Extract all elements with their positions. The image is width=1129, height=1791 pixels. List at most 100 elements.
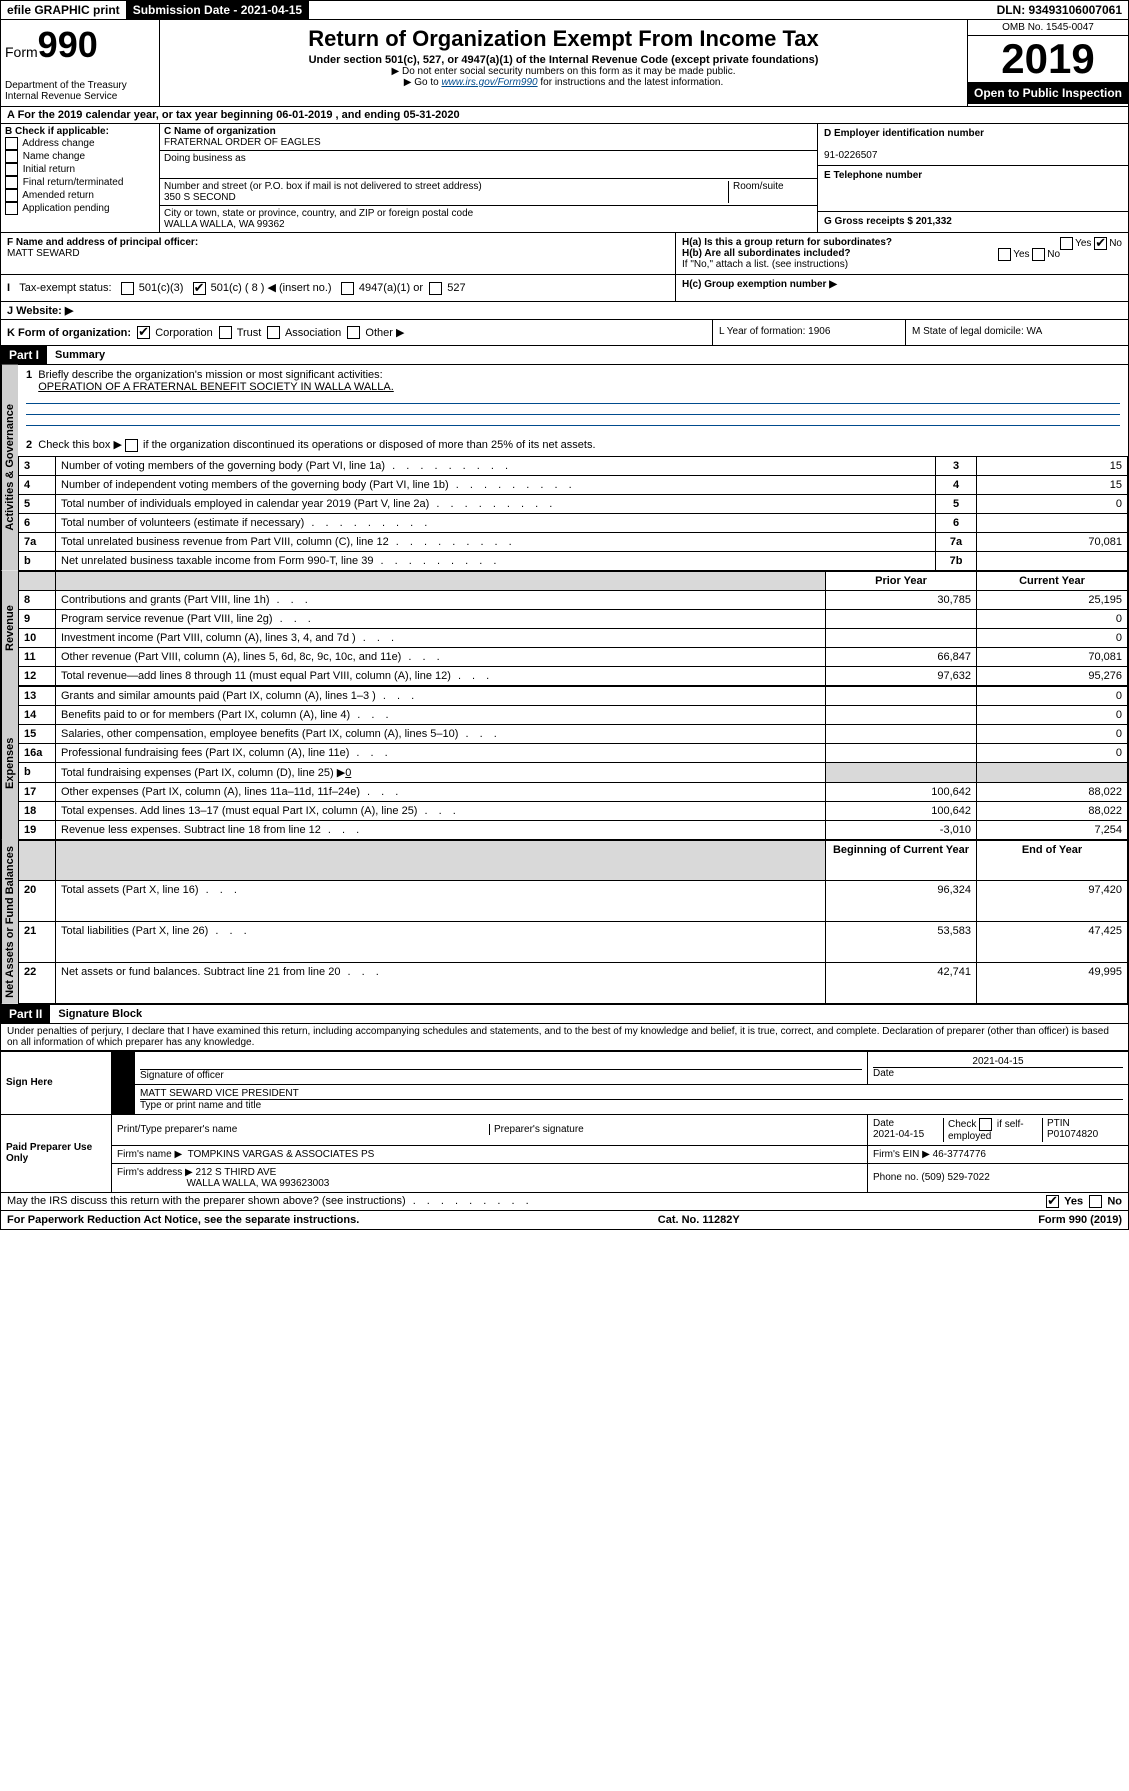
hdr-curr: End of Year xyxy=(977,840,1128,881)
printed-label: Type or print name and title xyxy=(140,1100,261,1111)
row-curr: 0 xyxy=(977,628,1128,647)
form-title: Return of Organization Exempt From Incom… xyxy=(164,26,963,52)
firm-name: TOMPKINS VARGAS & ASSOCIATES PS xyxy=(188,1149,375,1160)
netassets-block: Net Assets or Fund Balances Beginning of… xyxy=(0,840,1129,1005)
discuss-no[interactable] xyxy=(1089,1195,1102,1208)
part1-header: Part I Summary xyxy=(0,346,1129,365)
row-prior: 97,632 xyxy=(826,666,977,685)
efile-label[interactable]: efile GRAPHIC print xyxy=(1,1,127,19)
part1-title: Summary xyxy=(47,347,113,363)
box-i: I Tax-exempt status: 501(c)(3) 501(c) ( … xyxy=(1,275,675,301)
opt-corp: Corporation xyxy=(155,327,212,339)
discuss-yes[interactable] xyxy=(1046,1195,1059,1208)
phone-label: E Telephone number xyxy=(824,170,922,181)
checkbox-initial[interactable] xyxy=(5,163,18,176)
street-cell: Number and street (or P.O. box if mail i… xyxy=(164,181,728,203)
table-row: 18 Total expenses. Add lines 13–17 (must… xyxy=(19,801,1128,820)
line2 xyxy=(26,414,1120,415)
irs-link[interactable]: www.irs.gov/Form990 xyxy=(441,77,537,88)
firm-phone-cell: Phone no. (509) 529-7022 xyxy=(868,1163,1129,1192)
q2-block: 2 Check this box ▶ if the organization d… xyxy=(18,434,1128,456)
table-row: 20 Total assets (Part X, line 16) 96,324… xyxy=(19,881,1128,922)
cb-501c[interactable] xyxy=(193,282,206,295)
footer-mid: Cat. No. 11282Y xyxy=(658,1214,740,1226)
table-row: 8 Contributions and grants (Part VIII, l… xyxy=(19,590,1128,609)
checkbox-name[interactable] xyxy=(5,150,18,163)
checkbox-pending[interactable] xyxy=(5,202,18,215)
row-label: Contributions and grants (Part VIII, lin… xyxy=(56,590,826,609)
info-grid-i: I Tax-exempt status: 501(c)(3) 501(c) ( … xyxy=(0,275,1129,302)
row-num: 22 xyxy=(19,962,56,1003)
box-j: J Website: ▶ xyxy=(0,302,1129,320)
table-row-16b: b Total fundraising expenses (Part IX, c… xyxy=(19,762,1128,782)
table-row: 21 Total liabilities (Part X, line 26) 5… xyxy=(19,922,1128,963)
table-header-row: Prior Year Current Year xyxy=(19,571,1128,590)
checkbox-final[interactable] xyxy=(5,176,18,189)
hb-yes[interactable] xyxy=(998,248,1011,261)
table-row: 10 Investment income (Part VIII, column … xyxy=(19,628,1128,647)
hdr-blank2 xyxy=(56,571,826,590)
opt-527: 527 xyxy=(447,282,465,294)
name-label: C Name of organization xyxy=(164,126,276,137)
yes-label: Yes xyxy=(1075,238,1091,249)
info-grid-fh: F Name and address of principal officer:… xyxy=(0,233,1129,275)
footer-form-num: 990 xyxy=(1069,1214,1087,1226)
cb-trust[interactable] xyxy=(219,326,232,339)
ha-yes[interactable] xyxy=(1060,237,1073,250)
tax-year: 2019 xyxy=(968,36,1128,82)
cb-discontinued[interactable] xyxy=(125,439,138,452)
part2-badge: Part II xyxy=(1,1005,50,1023)
info-grid-top: B Check if applicable: Address change Na… xyxy=(0,124,1129,233)
cb-501c3[interactable] xyxy=(121,282,134,295)
row-label: Other revenue (Part VIII, column (A), li… xyxy=(56,647,826,666)
room-cell: Room/suite xyxy=(728,181,813,203)
cb-corp[interactable] xyxy=(137,326,150,339)
row-curr: 49,995 xyxy=(977,962,1128,1003)
cb-assoc[interactable] xyxy=(267,326,280,339)
row-label: Net unrelated business taxable income fr… xyxy=(56,551,936,570)
checkbox-address[interactable] xyxy=(5,137,18,150)
row-curr: 7,254 xyxy=(977,820,1128,839)
table-row: 7a Total unrelated business revenue from… xyxy=(19,532,1128,551)
form-number: Form990 xyxy=(5,24,155,66)
header-left: Form990 Department of the Treasury Inter… xyxy=(1,20,160,106)
row-prior: 100,642 xyxy=(826,801,977,820)
governance-content: 1 Briefly describe the organization's mi… xyxy=(18,365,1128,571)
submission-date: Submission Date - 2021-04-15 xyxy=(127,1,309,19)
row-label: Total unrelated business revenue from Pa… xyxy=(56,532,936,551)
firm-addr-label: Firm's address ▶ xyxy=(117,1167,193,1178)
row-num: 3 xyxy=(19,456,56,475)
firm-ein: 46-3774776 xyxy=(933,1149,986,1160)
officer-name: MATT SEWARD xyxy=(7,248,80,259)
row-num: b xyxy=(19,762,56,782)
ein-label: D Employer identification number xyxy=(824,128,984,139)
ha-no[interactable] xyxy=(1094,237,1107,250)
cb-4947[interactable] xyxy=(341,282,354,295)
row-num: 10 xyxy=(19,628,56,647)
note-pre: ▶ Go to xyxy=(404,77,442,88)
opt-501c3: 501(c)(3) xyxy=(139,282,184,294)
table-row: 17 Other expenses (Part IX, column (A), … xyxy=(19,782,1128,801)
hdr-blank2 xyxy=(56,840,826,881)
summary-block: Activities & Governance 1 Briefly descri… xyxy=(0,365,1129,571)
opt-amended: Amended return xyxy=(22,190,94,201)
row-num: 20 xyxy=(19,881,56,922)
row-num: 6 xyxy=(19,513,56,532)
netassets-table: Beginning of Current Year End of Year 20… xyxy=(18,840,1128,1004)
cb-other[interactable] xyxy=(347,326,360,339)
row-curr: 95,276 xyxy=(977,666,1128,685)
cb-self-emp[interactable] xyxy=(979,1118,992,1131)
box-hc: H(c) Group exemption number ▶ xyxy=(675,275,1128,301)
row-prior: 30,785 xyxy=(826,590,977,609)
checkbox-amended[interactable] xyxy=(5,189,18,202)
hb-no[interactable] xyxy=(1032,248,1045,261)
form-prefix: Form xyxy=(5,44,38,60)
box-d-e-g: D Employer identification number 91-0226… xyxy=(817,124,1128,232)
table-row: 13 Grants and similar amounts paid (Part… xyxy=(19,686,1128,705)
ptin-col: PTIN P01074820 xyxy=(1043,1118,1123,1142)
sig-line xyxy=(140,1055,862,1070)
cb-527[interactable] xyxy=(429,282,442,295)
table-row: 11 Other revenue (Part VIII, column (A),… xyxy=(19,647,1128,666)
no-label: No xyxy=(1109,238,1122,249)
ptin-label: PTIN xyxy=(1047,1118,1070,1129)
